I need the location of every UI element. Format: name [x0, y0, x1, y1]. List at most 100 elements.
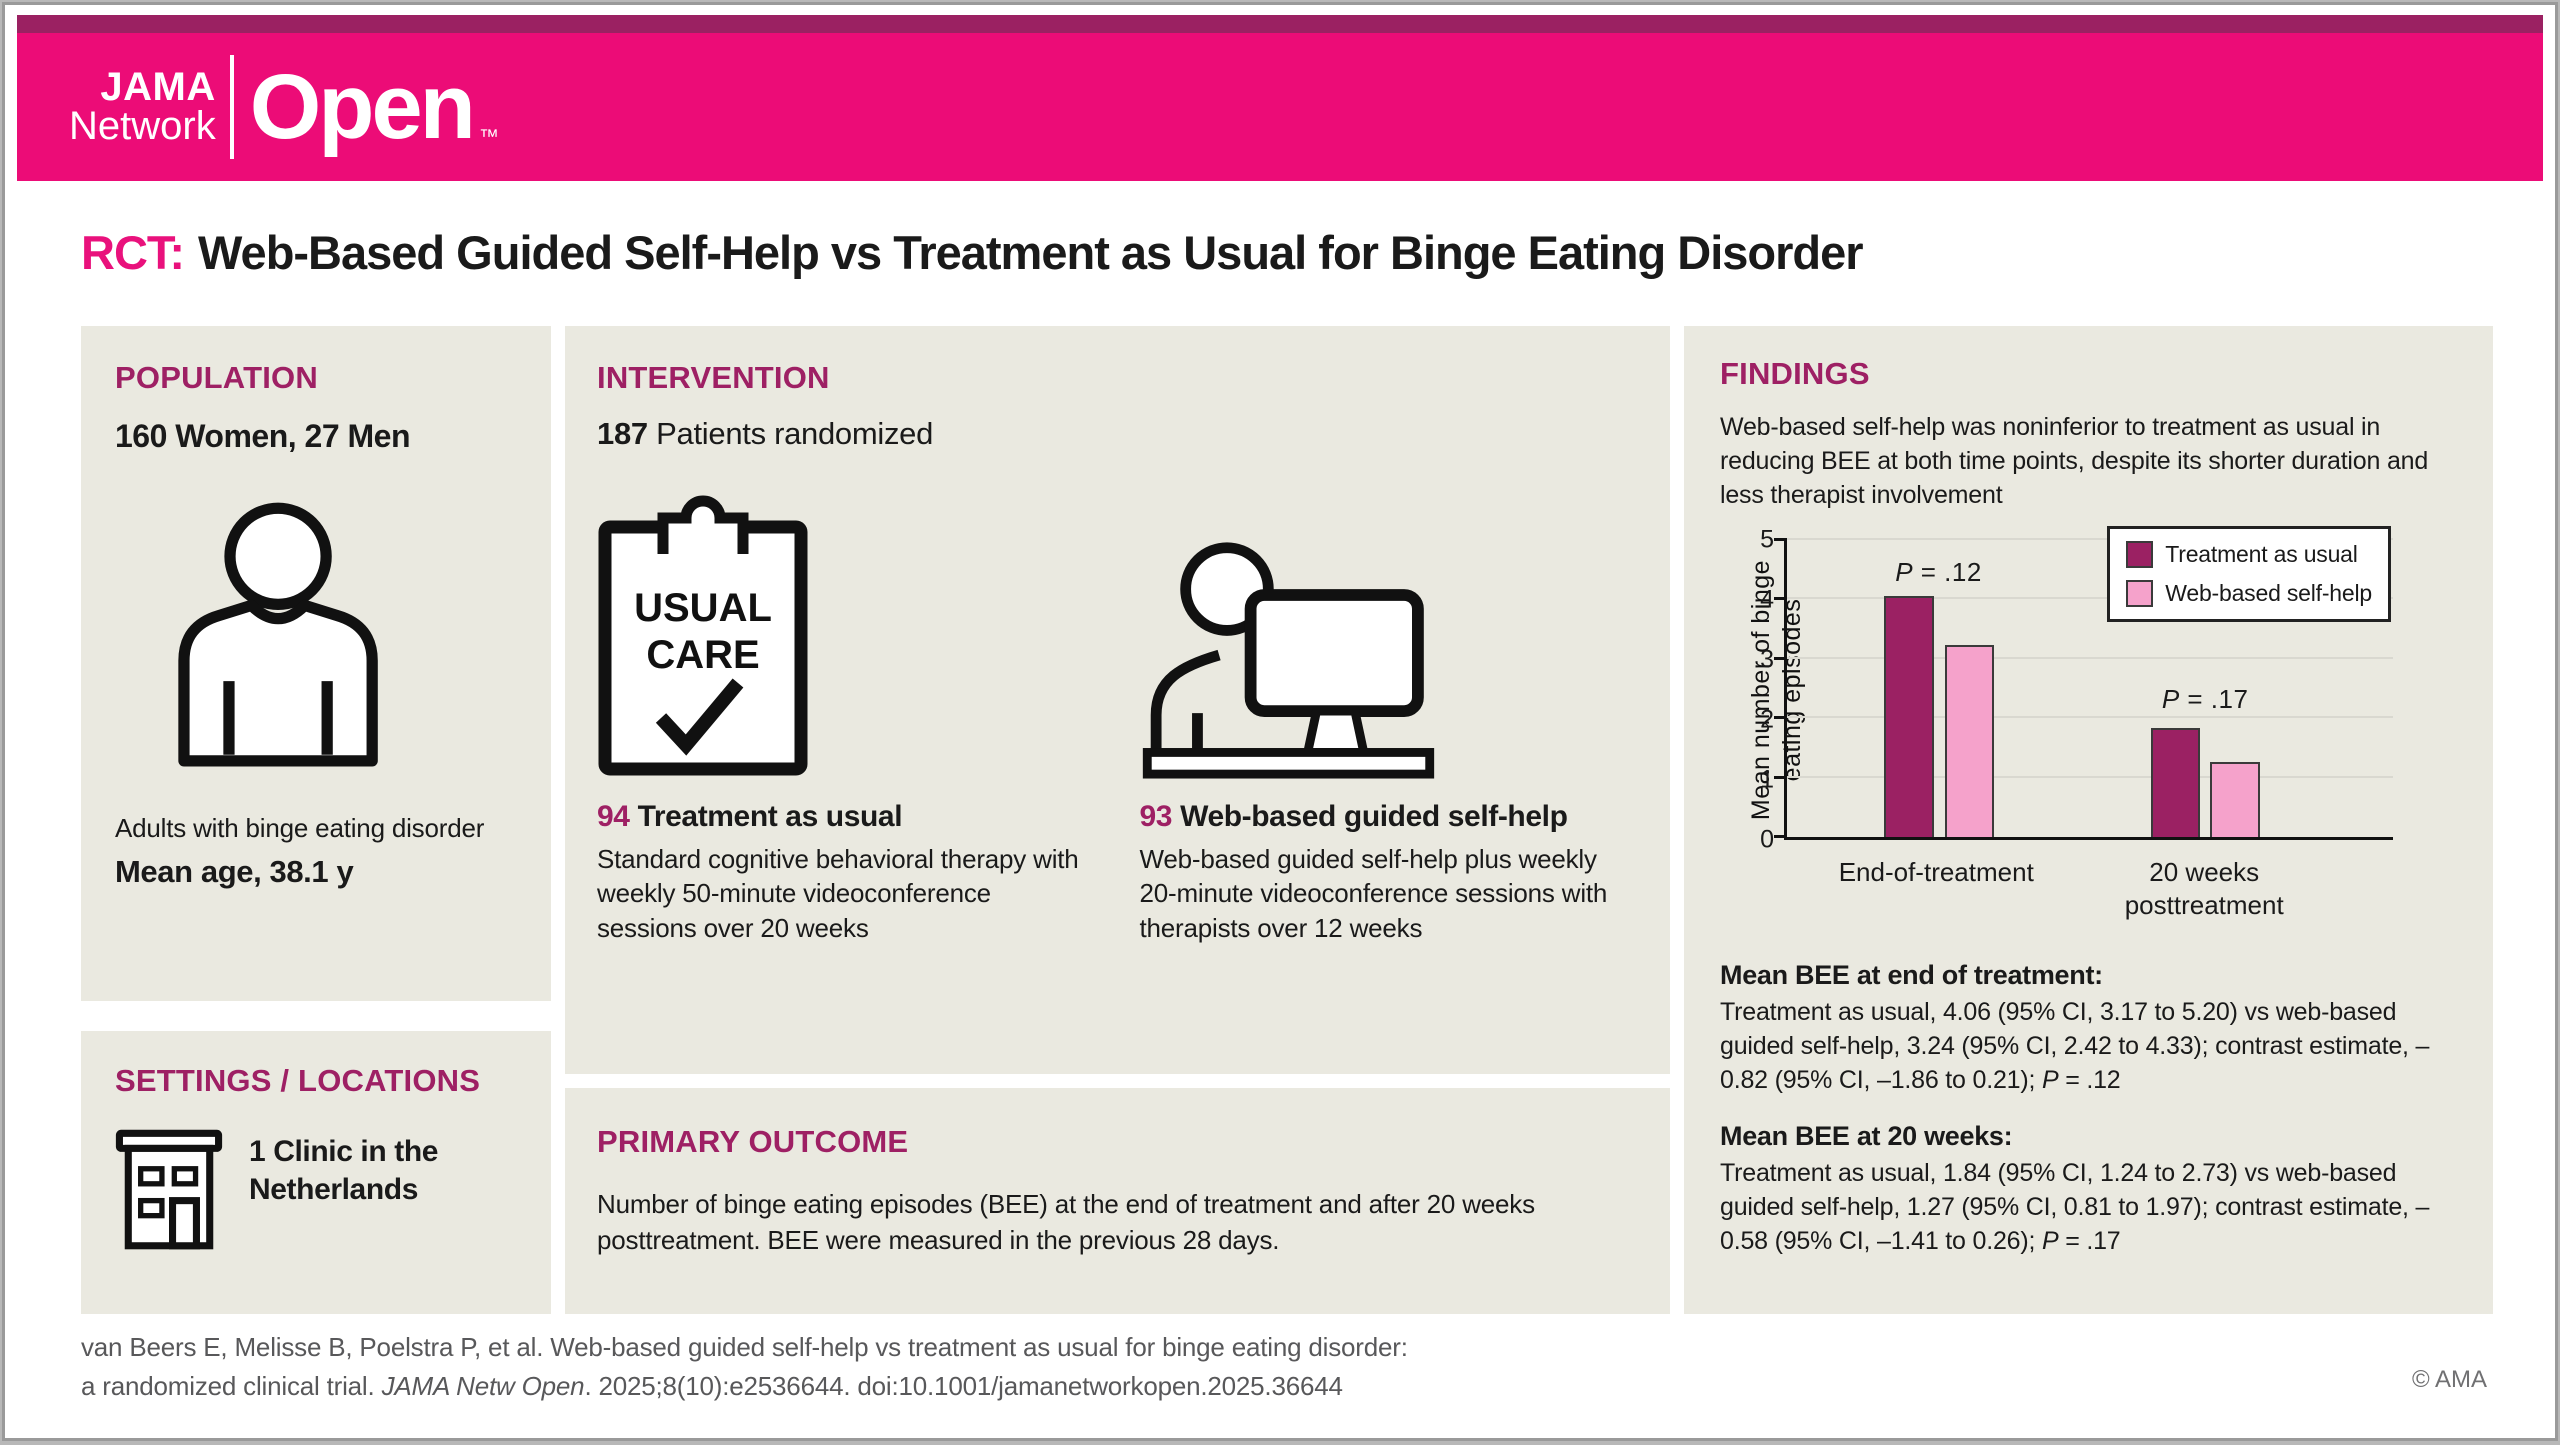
intervention-arms: USUAL CARE 94 Treatment as usual Standard…: [597, 478, 1638, 945]
x-label-20weeks: 20 weeks posttreatment: [2124, 857, 2284, 920]
y-tick-1: 1: [1760, 765, 1774, 794]
logo-open-text: Open: [249, 56, 476, 158]
citation-journal: JAMA Netw Open: [381, 1371, 585, 1401]
legend-label-webbased: Web-based self-help: [2165, 580, 2372, 606]
gridline-5: [1787, 538, 2393, 540]
legend-row-usual: Treatment as usual: [2126, 541, 2372, 568]
intervention-panel: INTERVENTION 187 Patients randomized USU…: [565, 326, 1670, 1074]
citation-line2-post: . 2025;8(10):e2536644. doi:10.1001/jaman…: [584, 1371, 1343, 1401]
column-middle: INTERVENTION 187 Patients randomized USU…: [565, 326, 1670, 1314]
chart-legend: Treatment as usual Web-based self-help: [2107, 526, 2391, 622]
legend-row-webbased: Web-based self-help: [2126, 580, 2372, 607]
result1-body: Treatment as usual, 4.06 (95% CI, 3.17 t…: [1720, 998, 2430, 1094]
usual-care-clipboard-icon: USUAL CARE: [597, 478, 1096, 800]
randomized-count: 187: [597, 416, 648, 451]
bar-end-of-treatment-webbased: [1944, 644, 1995, 837]
chart-y-tick-labels: 0 1 2 3 4 5: [1738, 526, 1774, 854]
p-value-end-of-treatment: P = .12: [1895, 557, 1982, 588]
footer: van Beers E, Melisse B, Poelstra P, et a…: [81, 1328, 2487, 1406]
logo-open-wordmark: Open ™: [250, 61, 499, 153]
p-prefix: P: [1895, 556, 1914, 587]
result1-text: Treatment as usual, 4.06 (95% CI, 3.17 t…: [1720, 995, 2457, 1097]
y-tickmark-1: [1774, 775, 1787, 779]
p-prefix: P: [2161, 684, 2180, 715]
gridline-4: [1787, 597, 2393, 600]
gridline-2: [1787, 716, 2393, 719]
chart-x-labels: End-of-treatment 20 weeks posttreatment: [1784, 846, 2393, 936]
citation-line1: van Beers E, Melisse B, Poelstra P, et a…: [81, 1332, 1408, 1362]
p-rest: = .12: [1913, 556, 1982, 587]
clinic-building-icon: [115, 1127, 223, 1253]
bar-end-of-treatment-usual: [1883, 595, 1934, 837]
jama-network-open-logo: JAMA Network Open ™: [69, 55, 499, 159]
y-tickmark-2: [1774, 716, 1787, 720]
primary-outcome-text: Number of binge eating episodes (BEE) at…: [597, 1189, 1535, 1256]
person-icon: [167, 499, 517, 799]
y-tickmark-4: [1774, 597, 1787, 601]
settings-header: SETTINGS / LOCATIONS: [115, 1063, 481, 1098]
population-mean-age: Mean age, 38.1 y: [115, 854, 354, 889]
column-right: FINDINGS Web-based self-help was noninfe…: [1684, 326, 2493, 1314]
legend-swatch-usual: [2126, 541, 2154, 568]
trademark-symbol: ™: [478, 126, 499, 148]
citation: van Beers E, Melisse B, Poelstra P, et a…: [81, 1328, 1408, 1406]
jama-network-wordmark: JAMA Network: [69, 64, 216, 148]
study-type-tag: RCT:: [81, 226, 185, 279]
article-title: RCT: Web-Based Guided Self-Help vs Treatm…: [81, 225, 2491, 280]
column-left: POPULATION 160 Women, 27 Men Adults with…: [81, 326, 551, 1314]
arm2-heading: 93 Web-based guided self-help: [1140, 800, 1639, 834]
bar-20weeks-webbased: [2209, 761, 2260, 837]
settings-body: 1 Clinic in the Netherlands: [115, 1127, 523, 1253]
logo-line-network: Network: [69, 104, 216, 148]
population-caption: Adults with binge eating disorder: [115, 813, 485, 843]
x-label-end-of-treatment: End-of-treatment: [1838, 857, 2034, 887]
arm-web-based-self-help: 93 Web-based guided self-help Web-based g…: [1140, 478, 1639, 945]
gridline-3: [1787, 656, 2393, 659]
arm1-count: 94: [597, 800, 630, 833]
population-demographics: 160 Women, 27 Men: [115, 418, 411, 454]
arm1-description: Standard cognitive behavioral therapy wi…: [597, 844, 1079, 943]
chart-plot: P = .12 P = .17 Treatment as usual Web-b…: [1774, 526, 2393, 840]
findings-panel: FINDINGS Web-based self-help was noninfe…: [1684, 326, 2493, 1314]
y-tick-0: 0: [1760, 825, 1774, 854]
legend-swatch-webbased: [2126, 580, 2154, 607]
result2-heading: Mean BEE at 20 weeks:: [1720, 1121, 2013, 1151]
gridline-1: [1787, 775, 2393, 778]
masthead-top-strip: [17, 15, 2543, 33]
y-tickmark-5: [1774, 538, 1787, 541]
population-header: POPULATION: [115, 360, 318, 395]
result2-p-prefix: P: [2041, 1227, 2059, 1255]
primary-outcome-header: PRIMARY OUTCOME: [597, 1124, 909, 1159]
clipboard-text-line1: USUAL: [634, 586, 772, 630]
legend-label-usual: Treatment as usual: [2165, 541, 2358, 567]
arm-treatment-as-usual: USUAL CARE 94 Treatment as usual Standard…: [597, 478, 1096, 945]
randomized-label: Patients randomized: [656, 416, 934, 451]
y-tick-3: 3: [1760, 645, 1774, 674]
y-tickmark-3: [1774, 656, 1787, 660]
p-value-20weeks: P = .17: [2162, 684, 2249, 715]
article-title-text: Web-Based Guided Self-Help vs Treatment …: [198, 226, 1864, 279]
logo-divider: [229, 55, 234, 159]
result2-p-rest: = .17: [2058, 1227, 2121, 1255]
p-rest: = .17: [2179, 684, 2249, 715]
arm2-count: 93: [1139, 800, 1173, 833]
logo-line-jama: JAMA: [100, 64, 216, 109]
result2-text: Treatment as usual, 1.84 (95% CI, 1.24 t…: [1720, 1156, 2457, 1258]
result2-body: Treatment as usual, 1.84 (95% CI, 1.24 t…: [1720, 1159, 2430, 1255]
y-tick-2: 2: [1760, 705, 1774, 734]
person-at-computer-icon: [1140, 478, 1639, 800]
result1-p-rest: = .12: [2058, 1066, 2121, 1094]
citation-line2-pre: a randomized clinical trial.: [81, 1371, 382, 1401]
bee-bar-chart: Mean number of binge eating episodes 0 1…: [1720, 526, 2457, 936]
population-panel: POPULATION 160 Women, 27 Men Adults with…: [81, 326, 551, 1001]
y-tick-4: 4: [1760, 585, 1774, 614]
bar-20weeks-usual: [2150, 727, 2201, 837]
arm1-name: Treatment as usual: [637, 800, 903, 833]
result1-heading: Mean BEE at end of treatment:: [1720, 960, 2103, 990]
findings-summary: Web-based self-help was noninferior to t…: [1720, 413, 2429, 509]
randomized-line: 187 Patients randomized: [597, 416, 1638, 452]
arm2-name: Web-based guided self-help: [1180, 800, 1568, 833]
copyright: © AMA: [2411, 1366, 2487, 1393]
findings-header: FINDINGS: [1720, 356, 1870, 391]
